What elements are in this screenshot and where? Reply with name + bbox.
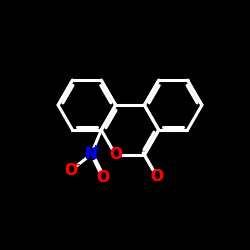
Text: +: + <box>91 144 100 154</box>
Text: −: − <box>72 160 81 170</box>
Text: O: O <box>150 168 163 184</box>
Text: O: O <box>150 168 163 184</box>
Circle shape <box>151 170 162 181</box>
Text: O: O <box>109 148 122 162</box>
Text: N: N <box>85 147 98 162</box>
Circle shape <box>66 165 76 176</box>
Circle shape <box>110 150 121 160</box>
Text: N: N <box>85 147 98 162</box>
Circle shape <box>97 172 108 183</box>
Text: O: O <box>109 148 122 162</box>
Circle shape <box>86 149 97 160</box>
Text: −: − <box>72 160 81 170</box>
Text: O: O <box>64 163 78 178</box>
Text: +: + <box>91 144 100 154</box>
Text: O: O <box>96 170 109 185</box>
Text: O: O <box>96 170 109 185</box>
Text: O: O <box>64 163 78 178</box>
